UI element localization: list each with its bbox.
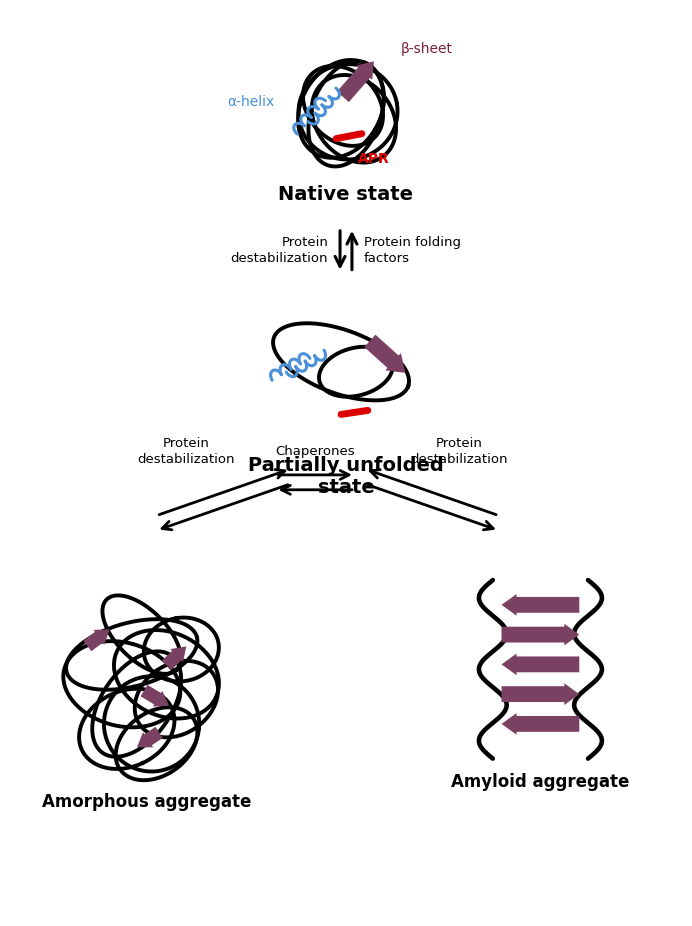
FancyArrowPatch shape	[337, 61, 374, 102]
FancyArrowPatch shape	[162, 646, 186, 670]
FancyArrowPatch shape	[502, 654, 579, 675]
Text: Native state: Native state	[278, 185, 414, 205]
Text: Protein folding
factors: Protein folding factors	[364, 236, 461, 265]
FancyArrowPatch shape	[502, 683, 579, 705]
Text: α-helix: α-helix	[228, 95, 275, 109]
Text: Chaperones: Chaperones	[275, 445, 355, 458]
Text: Protein
destabilization: Protein destabilization	[230, 236, 328, 265]
FancyArrowPatch shape	[137, 727, 163, 747]
Text: Protein
destabilization: Protein destabilization	[410, 437, 508, 466]
FancyArrowPatch shape	[502, 594, 579, 616]
Text: β-sheet: β-sheet	[401, 43, 453, 56]
FancyArrowPatch shape	[364, 334, 406, 373]
Text: Amyloid aggregate: Amyloid aggregate	[451, 773, 630, 792]
Text: Protein
destabilization: Protein destabilization	[138, 437, 235, 466]
Text: Amorphous aggregate: Amorphous aggregate	[42, 794, 251, 811]
Text: APR: APR	[358, 152, 390, 166]
FancyArrowPatch shape	[83, 630, 109, 651]
FancyArrowPatch shape	[140, 685, 169, 707]
Text: Partially unfolded
state: Partially unfolded state	[248, 457, 444, 497]
FancyArrowPatch shape	[502, 624, 579, 645]
FancyArrowPatch shape	[502, 713, 579, 734]
